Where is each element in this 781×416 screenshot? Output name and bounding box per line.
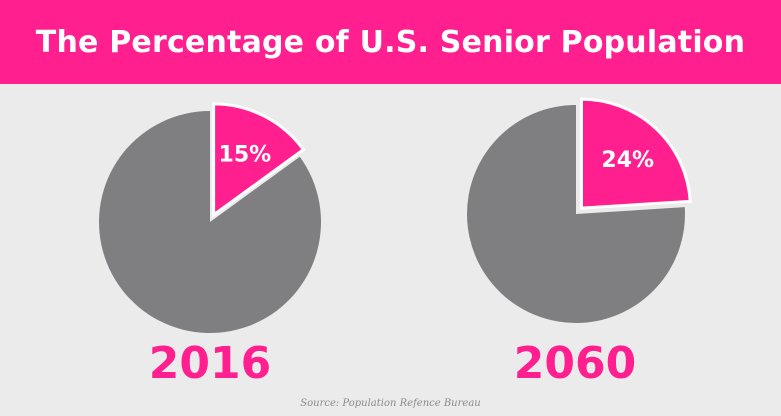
pie-2060-slice-0 — [579, 97, 692, 210]
pie-2060-slice-1 — [466, 104, 685, 323]
source-note: Source: Population Refence Bureau — [300, 398, 481, 409]
pie-2016-slice-0 — [212, 102, 306, 218]
pie-title-2016: 2016 — [148, 338, 272, 389]
pie-title-2060: 2060 — [513, 338, 637, 389]
pie-2060-data-label: 24% — [601, 148, 654, 173]
chart-title: The Percentage of U.S. Senior Population — [35, 24, 746, 60]
pie-2016-data-label: 15% — [219, 143, 272, 168]
title-banner: The Percentage of U.S. Senior Population — [0, 0, 781, 84]
pie-2016-slice-1 — [99, 111, 321, 334]
